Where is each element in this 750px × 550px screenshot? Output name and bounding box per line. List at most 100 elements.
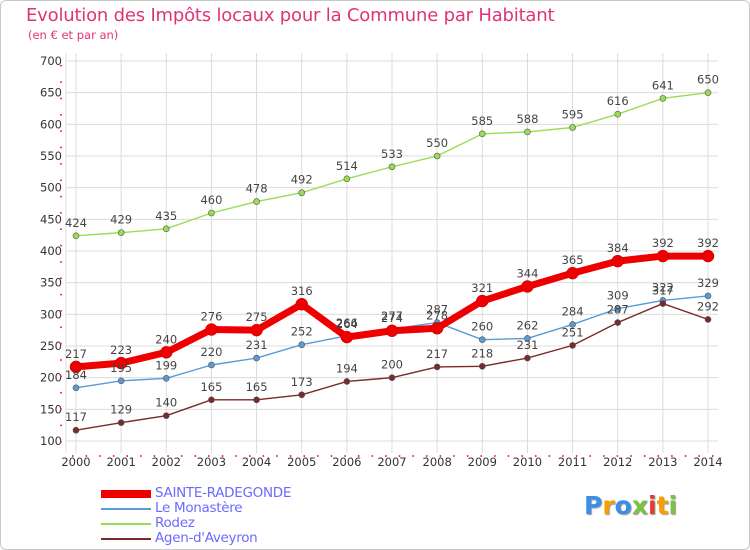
y-axis-minor-tick	[60, 114, 62, 116]
data-point	[208, 209, 215, 217]
data-point	[72, 384, 80, 392]
x-axis-minor-tick	[453, 455, 455, 457]
data-label: 435	[155, 209, 177, 223]
data-point	[160, 346, 173, 359]
data-label: 429	[110, 213, 132, 227]
data-point	[614, 319, 622, 326]
x-axis-minor-tick	[643, 455, 646, 457]
data-label: 309	[607, 289, 629, 303]
proxiti-logo: Proxiti	[584, 491, 677, 520]
y-axis-minor-tick	[60, 391, 62, 394]
x-axis-minor-tick	[630, 455, 632, 457]
data-point	[117, 419, 125, 426]
x-axis-minor-tick	[575, 455, 578, 457]
data-point	[569, 342, 576, 349]
x-axis-minor-tick	[153, 455, 156, 457]
x-axis-minor-tick	[72, 455, 74, 457]
y-axis-minor-tick	[60, 261, 62, 263]
data-point	[117, 377, 125, 385]
data-point	[208, 361, 215, 369]
x-axis-minor-tick	[235, 455, 237, 457]
y-tick-label: 600	[40, 117, 62, 131]
data-label: 650	[697, 73, 719, 87]
data-point	[659, 300, 667, 307]
data-point	[704, 292, 712, 300]
x-axis-minor-tick	[712, 455, 714, 457]
data-point	[659, 95, 667, 102]
x-axis-minor-tick	[466, 455, 469, 457]
y-axis-minor-tick	[60, 97, 62, 100]
legend-swatch	[101, 523, 151, 525]
x-axis-minor-tick	[126, 455, 128, 457]
y-tick-label: 250	[40, 339, 62, 353]
data-label: 287	[607, 303, 629, 317]
x-axis-minor-tick	[398, 455, 401, 457]
x-axis-minor-tick	[671, 455, 673, 457]
data-point	[298, 189, 306, 197]
x-axis-minor-tick	[562, 455, 564, 457]
data-point	[704, 89, 712, 96]
data-point	[611, 254, 624, 268]
data-point	[524, 354, 531, 362]
data-label: 276	[200, 310, 222, 324]
data-label: 365	[562, 253, 584, 267]
data-point	[72, 232, 80, 240]
data-point	[656, 249, 670, 263]
data-label: 194	[336, 361, 358, 375]
x-tick-label: 2010	[513, 455, 542, 469]
data-label: 585	[471, 114, 493, 128]
data-label: 277	[381, 309, 403, 323]
x-axis-minor-tick	[167, 455, 169, 457]
x-axis-minor-tick	[112, 455, 115, 457]
x-axis-minor-tick	[85, 455, 88, 457]
x-tick-label: 2000	[61, 455, 90, 469]
data-label: 165	[200, 380, 222, 394]
y-axis-minor-tick	[60, 375, 62, 378]
x-axis-minor-tick	[616, 455, 619, 457]
data-label: 616	[607, 94, 629, 108]
chart-title: Evolution des Impôts locaux pour la Comm…	[26, 5, 555, 26]
x-axis-minor-tick	[249, 455, 251, 457]
data-label: 262	[516, 318, 538, 332]
y-tick-label: 150	[40, 402, 62, 416]
y-tick-label: 350	[40, 276, 62, 290]
data-point	[72, 426, 80, 434]
y-axis-minor-tick	[60, 130, 62, 132]
x-axis-minor-tick	[357, 455, 360, 457]
data-label: 478	[246, 182, 268, 196]
data-point	[569, 321, 576, 328]
data-label: 292	[697, 299, 719, 313]
data-label: 588	[516, 112, 538, 126]
data-point	[433, 152, 441, 160]
data-label: 424	[65, 216, 87, 230]
x-axis-minor-tick	[371, 455, 374, 457]
data-point	[253, 198, 260, 205]
y-axis-minor-tick	[60, 359, 62, 361]
data-point	[476, 294, 489, 308]
x-axis-minor-tick	[194, 455, 197, 457]
data-point	[704, 316, 712, 323]
logo-letter: i	[648, 491, 657, 520]
data-label: 184	[65, 368, 87, 382]
x-axis-minor-tick	[439, 455, 442, 457]
y-tick-label: 450	[40, 212, 62, 226]
data-point	[478, 336, 486, 343]
logo-letter: o	[614, 491, 632, 520]
logo-letter: t	[656, 491, 669, 520]
x-axis-minor-tick	[330, 455, 333, 457]
x-axis-minor-tick	[426, 455, 428, 457]
y-tick-label: 500	[40, 181, 62, 195]
data-label: 264	[336, 317, 358, 331]
data-point	[388, 163, 396, 171]
data-label: 284	[562, 304, 584, 318]
data-point	[208, 396, 215, 404]
x-axis-minor-tick	[698, 455, 700, 457]
data-label: 492	[291, 173, 313, 187]
data-point	[478, 362, 486, 370]
y-axis-minor-tick	[60, 277, 62, 280]
data-point	[343, 175, 351, 183]
data-point	[385, 324, 399, 338]
data-label: 550	[426, 136, 448, 150]
x-tick-label: 2006	[332, 455, 361, 469]
